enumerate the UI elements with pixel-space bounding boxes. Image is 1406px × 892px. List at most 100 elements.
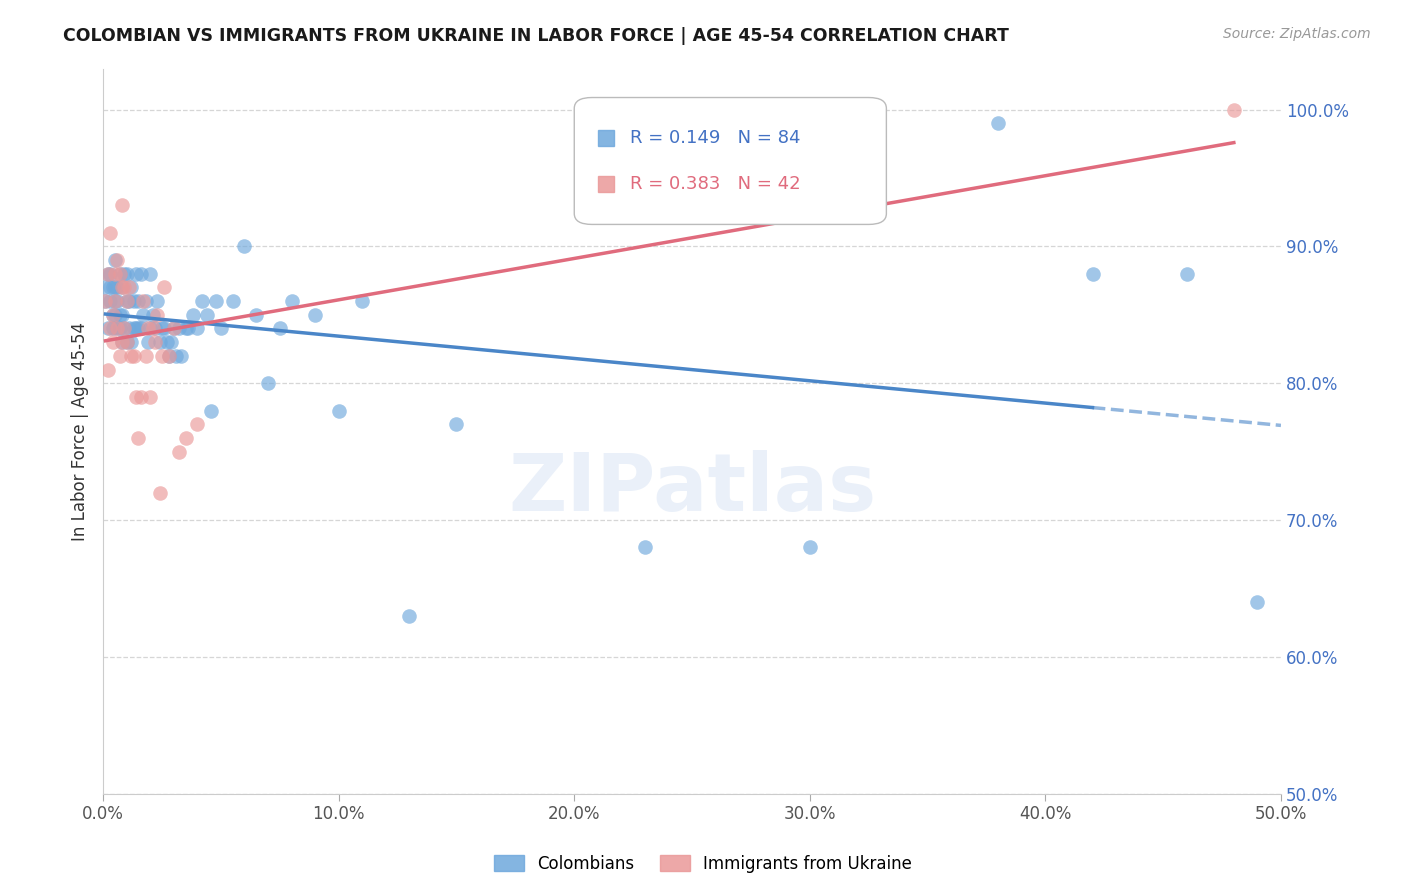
Point [127, 321, 149, 335]
Point [186, 417, 208, 432]
Point [177, 321, 200, 335]
Point [200, 403, 222, 417]
Point [132, 308, 155, 322]
Point [163, 321, 186, 335]
FancyBboxPatch shape [574, 97, 886, 225]
Point [101, 335, 124, 350]
Point [111, 280, 134, 294]
Point [446, 417, 468, 432]
Point [174, 431, 197, 445]
Point [120, 349, 142, 363]
Point [257, 376, 280, 391]
Point [142, 321, 165, 335]
Point [105, 280, 128, 294]
Point [129, 321, 152, 335]
Point [108, 267, 131, 281]
Point [304, 308, 326, 322]
Point [186, 321, 208, 335]
Text: COLOMBIAN VS IMMIGRANTS FROM UKRAINE IN LABOR FORCE | AGE 45-54 CORRELATION CHAR: COLOMBIAN VS IMMIGRANTS FROM UKRAINE IN … [63, 27, 1010, 45]
Point [104, 294, 127, 309]
Point [101, 321, 124, 335]
Point [125, 321, 148, 335]
Point [1223, 103, 1246, 117]
Point [111, 335, 134, 350]
Point [105, 294, 128, 309]
Point [111, 335, 134, 350]
Y-axis label: In Labor Force | Age 45-54: In Labor Force | Age 45-54 [72, 322, 89, 541]
Point [108, 267, 131, 281]
Point [269, 321, 291, 335]
Point [127, 431, 149, 445]
Point [101, 308, 124, 322]
Point [352, 294, 374, 309]
Text: R = 0.149   N = 84: R = 0.149 N = 84 [630, 128, 800, 147]
Point [101, 308, 124, 322]
Point [160, 335, 183, 350]
Point [112, 321, 135, 335]
Point [221, 294, 243, 309]
Point [105, 253, 128, 268]
Point [205, 294, 228, 309]
Point [139, 267, 162, 281]
Point [987, 116, 1010, 130]
Point [125, 267, 148, 281]
Point [328, 403, 350, 417]
Point [98, 321, 121, 335]
Point [112, 321, 135, 335]
Point [150, 321, 173, 335]
Point [94, 280, 117, 294]
Point [120, 280, 142, 294]
Point [135, 349, 157, 363]
Point [1246, 595, 1268, 609]
Point [181, 308, 204, 322]
Point [97, 267, 120, 281]
Point [104, 294, 127, 309]
Point [136, 321, 159, 335]
Point [125, 390, 148, 404]
Point [104, 267, 127, 281]
Point [157, 349, 180, 363]
Point [108, 321, 131, 335]
Point [143, 321, 166, 335]
Legend: Colombians, Immigrants from Ukraine: Colombians, Immigrants from Ukraine [488, 848, 918, 880]
Point [634, 541, 657, 555]
Point [115, 294, 138, 309]
Point [143, 335, 166, 350]
Point [105, 321, 128, 335]
Point [115, 267, 138, 281]
Point [122, 321, 145, 335]
Point [146, 308, 169, 322]
Point [98, 226, 121, 240]
Point [245, 308, 267, 322]
Point [111, 198, 134, 212]
Point [97, 362, 120, 376]
Point [105, 321, 128, 335]
Point [98, 294, 121, 309]
Point [167, 321, 190, 335]
Point [191, 294, 214, 309]
Point [157, 349, 180, 363]
Text: Source: ZipAtlas.com: Source: ZipAtlas.com [1223, 27, 1371, 41]
Point [115, 294, 138, 309]
Point [97, 321, 120, 335]
Point [149, 485, 172, 500]
Point [104, 308, 127, 322]
Point [174, 321, 197, 335]
Point [156, 335, 179, 350]
Point [115, 335, 138, 350]
Point [122, 349, 145, 363]
Point [146, 294, 169, 309]
Point [1175, 267, 1198, 281]
Point [112, 280, 135, 294]
Point [108, 308, 131, 322]
Point [98, 267, 121, 281]
Point [149, 335, 172, 350]
Point [170, 349, 193, 363]
Point [167, 444, 190, 458]
Point [101, 280, 124, 294]
Text: ZIPatlas: ZIPatlas [508, 450, 876, 528]
Point [209, 321, 232, 335]
Point [127, 294, 149, 309]
Point [398, 608, 420, 623]
Point [132, 294, 155, 309]
